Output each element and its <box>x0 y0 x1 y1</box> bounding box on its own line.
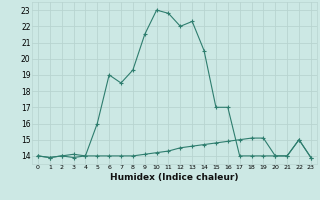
X-axis label: Humidex (Indice chaleur): Humidex (Indice chaleur) <box>110 173 239 182</box>
